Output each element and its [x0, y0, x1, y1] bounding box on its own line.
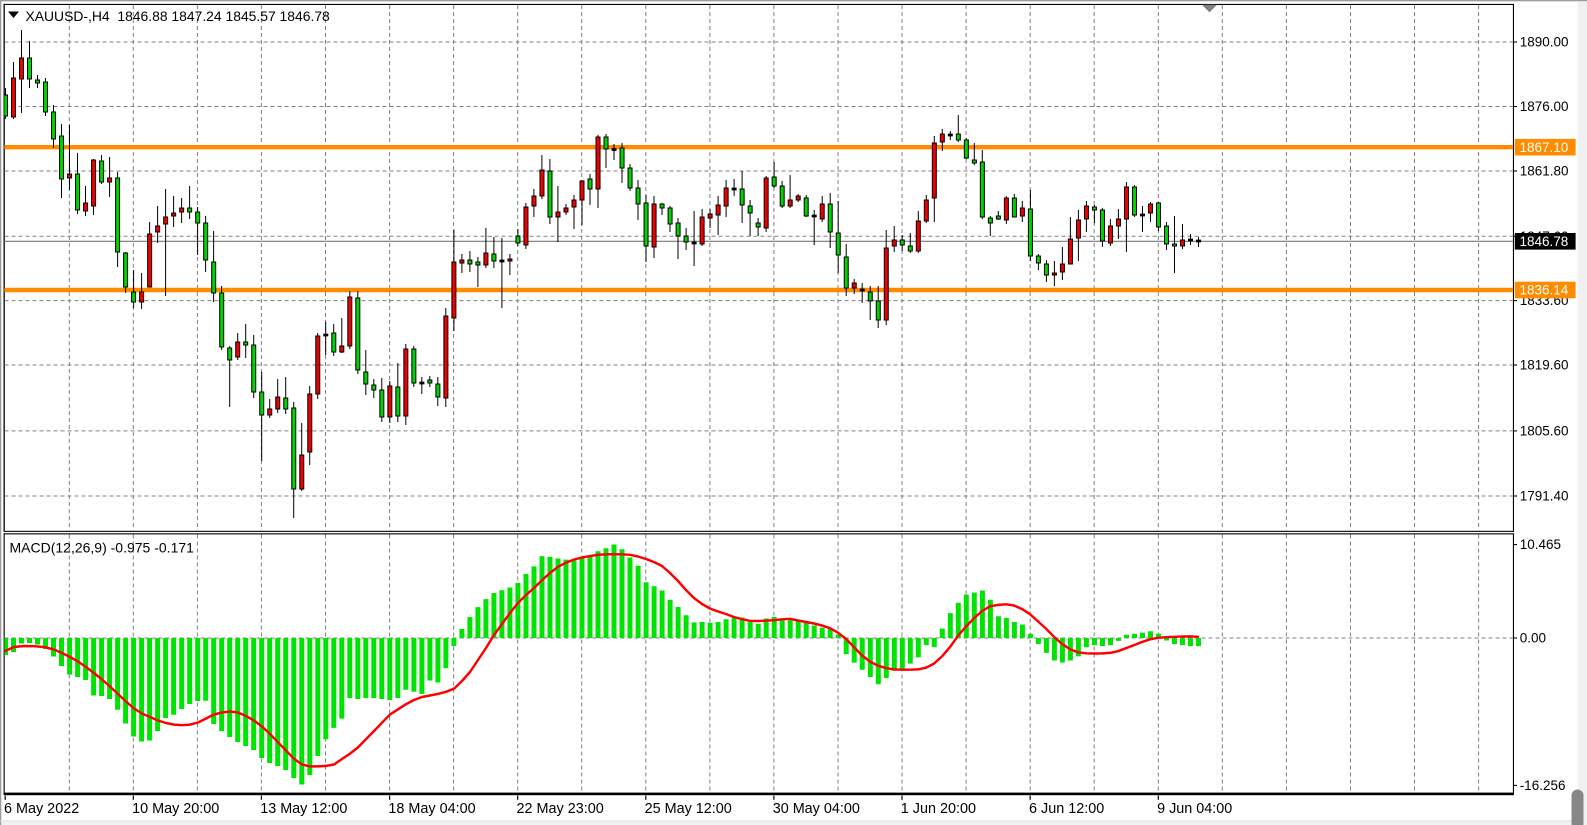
- svg-text:6 Jun 12:00: 6 Jun 12:00: [1029, 801, 1104, 817]
- svg-text:13 May 12:00: 13 May 12:00: [260, 801, 347, 817]
- svg-text:18 May 04:00: 18 May 04:00: [388, 801, 475, 817]
- svg-text:25 May 12:00: 25 May 12:00: [645, 801, 732, 817]
- svg-text:XAUUSD-,H4 1846.88 1847.24 18: XAUUSD-,H4 1846.88 1847.24 1845.57 1846.…: [26, 8, 331, 24]
- svg-text:1867.10: 1867.10: [1520, 140, 1569, 155]
- svg-text:1861.80: 1861.80: [1520, 164, 1569, 179]
- svg-text:6 May 2022: 6 May 2022: [4, 801, 79, 817]
- svg-text:22 May 23:00: 22 May 23:00: [517, 801, 604, 817]
- svg-text:1890.00: 1890.00: [1520, 35, 1569, 50]
- svg-text:1 Jun 20:00: 1 Jun 20:00: [901, 801, 976, 817]
- svg-text:30 May 04:00: 30 May 04:00: [773, 801, 860, 817]
- svg-text:9 Jun 04:00: 9 Jun 04:00: [1157, 801, 1232, 817]
- svg-text:1876.00: 1876.00: [1520, 99, 1569, 114]
- svg-text:-16.256: -16.256: [1520, 778, 1566, 793]
- svg-text:MACD(12,26,9) -0.975 -0.171: MACD(12,26,9) -0.975 -0.171: [10, 540, 195, 556]
- svg-text:0.00: 0.00: [1520, 631, 1546, 646]
- svg-text:1819.60: 1819.60: [1520, 358, 1569, 373]
- svg-text:1846.78: 1846.78: [1520, 234, 1569, 249]
- svg-text:1791.40: 1791.40: [1520, 489, 1569, 504]
- svg-text:1805.60: 1805.60: [1520, 424, 1569, 439]
- svg-text:10 May 20:00: 10 May 20:00: [132, 801, 219, 817]
- svg-text:10.465: 10.465: [1520, 537, 1561, 552]
- svg-text:1836.14: 1836.14: [1520, 283, 1569, 298]
